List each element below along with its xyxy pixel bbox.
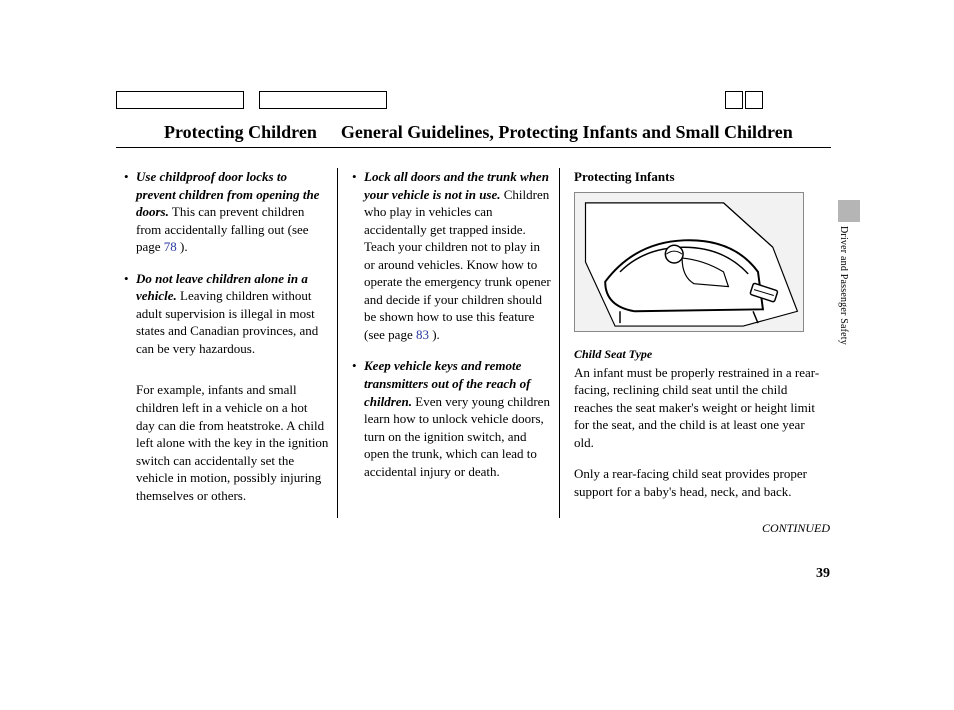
column-2: Lock all doors and the trunk when your v… — [338, 168, 560, 518]
crop-mark — [725, 91, 743, 109]
header-right: General Guidelines, Protecting Infants a… — [341, 122, 793, 143]
bullet-lock-doors: Lock all doors and the trunk when your v… — [352, 168, 551, 343]
example-paragraph: For example, infants and small children … — [136, 381, 329, 504]
bullet-close: ). — [429, 327, 440, 342]
bullet-dont-leave-children: Do not leave children alone in a vehicle… — [124, 270, 329, 505]
column-3: Protecting Infants Child Seat Type An in… — [560, 168, 830, 518]
page-header: Protecting Children General Guidelines, … — [116, 122, 831, 148]
child-seat-paragraph-1: An infant must be properly restrained in… — [574, 364, 822, 452]
child-seat-type-label: Child Seat Type — [574, 346, 822, 362]
figure-child-seat — [574, 192, 804, 332]
bullet-childproof-locks: Use childproof door locks to prevent chi… — [124, 168, 329, 256]
bullet-text: Children who play in vehicles can accide… — [364, 187, 551, 342]
crop-mark — [116, 91, 244, 109]
side-tab — [838, 200, 860, 222]
crop-mark — [745, 91, 763, 109]
bullet-keep-keys: Keep vehicle keys and remote transmitter… — [352, 357, 551, 480]
side-section-label: Driver and Passenger Safety — [838, 226, 849, 345]
page-link-83[interactable]: 83 — [416, 327, 429, 342]
body-columns: Use childproof door locks to prevent chi… — [116, 168, 831, 518]
bullet-close: ). — [177, 239, 188, 254]
child-seat-paragraph-2: Only a rear-facing child seat provides p… — [574, 465, 822, 500]
column-1: Use childproof door locks to prevent chi… — [116, 168, 338, 518]
page-link-78[interactable]: 78 — [164, 239, 177, 254]
subhead-protecting-infants: Protecting Infants — [574, 168, 822, 186]
header-left: Protecting Children — [116, 122, 317, 143]
continued-label: CONTINUED — [762, 520, 830, 536]
page-number: 39 — [816, 566, 830, 582]
crop-mark — [259, 91, 387, 109]
